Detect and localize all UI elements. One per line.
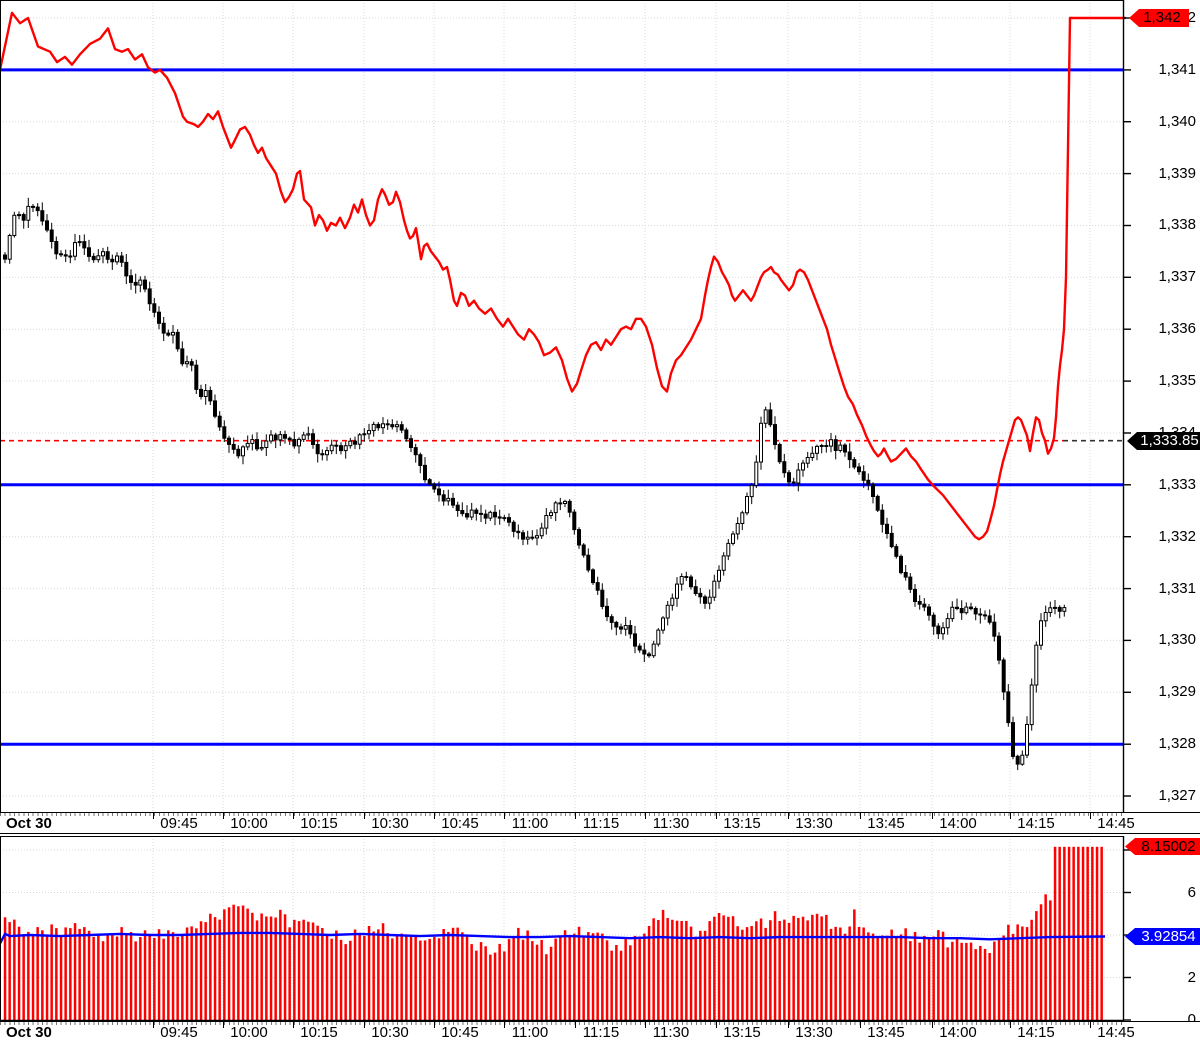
time-label: 14:00 [939, 815, 977, 832]
time-label: 13:30 [795, 1024, 833, 1041]
time-tick [364, 1022, 365, 1028]
sub-last-value-tag: 8.15002 [1125, 838, 1200, 855]
sub-axis-label: 0 [1187, 1011, 1196, 1028]
time-label: 11:15 [582, 1024, 620, 1041]
price-axis-label: 1,339 [1158, 165, 1196, 182]
time-label: 10:00 [230, 1024, 268, 1041]
date-label: Oct 30 [6, 1024, 52, 1041]
reference-price-tag: 1,333.85 [1127, 432, 1200, 450]
time-tick [645, 1022, 646, 1028]
time-tick [504, 813, 505, 819]
time-tick [1090, 813, 1091, 819]
time-tick [293, 1022, 294, 1028]
price-axis-label: 1,329 [1158, 683, 1196, 700]
time-label: 10:30 [371, 1024, 409, 1041]
time-label: 09:45 [160, 1024, 198, 1041]
time-label: 13:45 [867, 815, 905, 832]
price-axis-label: 1,331 [1158, 580, 1196, 597]
time-tick [788, 813, 789, 819]
price-axis-label: 1,338 [1158, 216, 1196, 233]
time-tick [434, 813, 435, 819]
time-label: 09:45 [160, 815, 198, 832]
time-tick [1010, 1022, 1011, 1028]
time-tick [293, 813, 294, 819]
time-label: 14:45 [1097, 815, 1135, 832]
main-time-axis[interactable]: Oct 30 09:45 10:00 10:15 10:30 10:45 11:00 11:… [0, 812, 1200, 834]
time-label: 14:15 [1017, 815, 1055, 832]
time-label: 13:30 [795, 815, 833, 832]
time-label: 10:45 [441, 1024, 479, 1041]
time-tick [788, 1022, 789, 1028]
time-tick [153, 813, 154, 819]
sub-axis-label: 2 [1187, 969, 1196, 986]
time-label: 11:15 [582, 815, 620, 832]
time-label: 10:15 [300, 1024, 338, 1041]
date-label: Oct 30 [6, 815, 52, 832]
time-tick [575, 1022, 576, 1028]
time-label: 13:15 [723, 1024, 761, 1041]
time-tick [223, 813, 224, 819]
time-tick [716, 1022, 717, 1028]
price-axis-label: 1,341 [1158, 61, 1196, 78]
sub-average-value-tag: 3.92854 [1125, 928, 1200, 945]
time-tick [153, 1022, 154, 1028]
time-tick [504, 1022, 505, 1028]
price-axis-label: 1,327 [1158, 787, 1196, 804]
last-price-tag: 1,342 [1129, 9, 1189, 27]
time-label: 10:30 [371, 815, 409, 832]
main-chart-canvas[interactable] [0, 0, 1200, 813]
price-axis-label: 1,332 [1158, 528, 1196, 545]
time-label: 13:15 [723, 815, 761, 832]
sub-axis-label: 6 [1187, 884, 1196, 901]
time-tick [860, 813, 861, 819]
time-label: 11:30 [652, 815, 690, 832]
price-axis-label: 1,336 [1158, 320, 1196, 337]
time-label: 14:45 [1097, 1024, 1135, 1041]
minor-ticks [0, 1022, 1123, 1025]
price-axis-label: 1,335 [1158, 372, 1196, 389]
main-chart-plot[interactable] [0, 0, 1200, 813]
time-label: 14:15 [1017, 1024, 1055, 1041]
price-axis-label: 1,337 [1158, 268, 1196, 285]
time-tick [364, 813, 365, 819]
time-tick [1090, 1022, 1091, 1028]
time-label: 11:00 [511, 815, 549, 832]
price-axis-label: 1,330 [1158, 631, 1196, 648]
sub-chart-canvas[interactable] [0, 836, 1200, 1022]
time-tick [1010, 813, 1011, 819]
time-label: 13:45 [867, 1024, 905, 1041]
time-tick [932, 1022, 933, 1028]
time-tick [932, 813, 933, 819]
price-axis-label: 1,333 [1158, 476, 1196, 493]
time-label: 10:45 [441, 815, 479, 832]
time-tick [575, 813, 576, 819]
minor-ticks [0, 813, 1123, 816]
sub-time-axis[interactable]: Oct 30 09:45 10:00 10:15 10:30 10:45 11:00 11:… [0, 1021, 1200, 1043]
price-axis-label: 1,340 [1158, 113, 1196, 130]
time-tick [223, 1022, 224, 1028]
time-label: 11:30 [652, 1024, 690, 1041]
sub-chart-plot[interactable] [0, 836, 1200, 1022]
price-axis-label: 1,328 [1158, 735, 1196, 752]
time-label: 10:15 [300, 815, 338, 832]
time-tick [645, 813, 646, 819]
time-label: 10:00 [230, 815, 268, 832]
time-tick [434, 1022, 435, 1028]
time-label: 11:00 [511, 1024, 549, 1041]
time-tick [860, 1022, 861, 1028]
time-tick [716, 813, 717, 819]
time-label: 14:00 [939, 1024, 977, 1041]
